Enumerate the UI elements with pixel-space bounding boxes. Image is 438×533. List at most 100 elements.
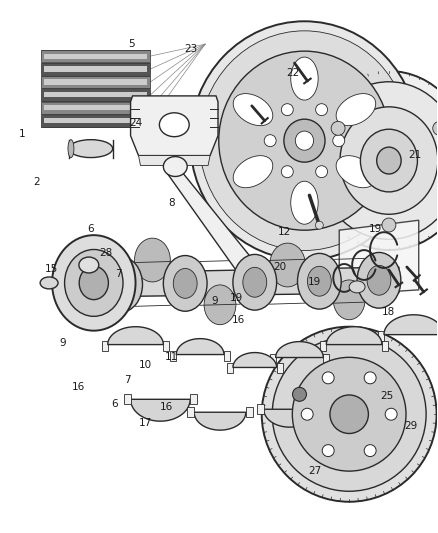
Text: 15: 15 <box>45 264 58 274</box>
Text: 29: 29 <box>404 421 417 431</box>
Ellipse shape <box>316 104 328 116</box>
Ellipse shape <box>349 281 365 293</box>
Text: 1: 1 <box>19 129 25 139</box>
Ellipse shape <box>357 253 401 308</box>
Ellipse shape <box>163 157 187 176</box>
Ellipse shape <box>237 272 273 302</box>
Ellipse shape <box>295 131 314 150</box>
Ellipse shape <box>64 249 123 317</box>
Ellipse shape <box>322 372 334 384</box>
Polygon shape <box>227 364 233 374</box>
Text: 12: 12 <box>278 227 291 237</box>
Text: 11: 11 <box>165 352 178 361</box>
Ellipse shape <box>233 254 277 310</box>
Text: 9: 9 <box>59 338 66 349</box>
Polygon shape <box>224 351 230 360</box>
Ellipse shape <box>281 166 293 177</box>
Ellipse shape <box>79 266 109 300</box>
Ellipse shape <box>297 253 341 309</box>
Ellipse shape <box>330 395 368 433</box>
Polygon shape <box>176 338 224 354</box>
Ellipse shape <box>301 408 313 420</box>
Ellipse shape <box>79 257 99 273</box>
Polygon shape <box>187 407 194 417</box>
Text: 16: 16 <box>232 314 245 325</box>
Polygon shape <box>124 394 131 404</box>
Ellipse shape <box>322 445 334 457</box>
Polygon shape <box>108 327 163 345</box>
Ellipse shape <box>307 266 331 296</box>
Ellipse shape <box>270 243 305 287</box>
Polygon shape <box>311 399 367 419</box>
Ellipse shape <box>262 327 437 502</box>
Ellipse shape <box>307 71 438 250</box>
Ellipse shape <box>173 269 197 298</box>
Ellipse shape <box>99 256 142 312</box>
Polygon shape <box>44 53 148 59</box>
Ellipse shape <box>233 156 273 188</box>
Ellipse shape <box>281 104 293 116</box>
Text: 8: 8 <box>168 198 174 208</box>
Text: 27: 27 <box>308 466 321 475</box>
Text: 10: 10 <box>138 360 152 369</box>
Ellipse shape <box>333 135 345 147</box>
Text: 24: 24 <box>130 118 143 128</box>
Text: 23: 23 <box>184 44 198 54</box>
Polygon shape <box>91 267 399 297</box>
Polygon shape <box>170 351 176 360</box>
Polygon shape <box>323 353 329 364</box>
Ellipse shape <box>367 265 391 295</box>
Polygon shape <box>44 105 148 110</box>
Ellipse shape <box>264 135 276 147</box>
Ellipse shape <box>284 119 325 162</box>
Polygon shape <box>339 220 419 295</box>
Polygon shape <box>382 341 388 351</box>
Polygon shape <box>378 330 384 341</box>
Polygon shape <box>277 364 283 374</box>
Text: 28: 28 <box>99 248 113 259</box>
Polygon shape <box>246 407 253 417</box>
Text: 19: 19 <box>308 277 321 287</box>
Polygon shape <box>326 327 382 345</box>
Text: 25: 25 <box>380 391 393 401</box>
Polygon shape <box>167 173 268 285</box>
Text: 5: 5 <box>129 39 135 49</box>
Text: 6: 6 <box>87 224 94 235</box>
Ellipse shape <box>292 357 406 471</box>
Text: 16: 16 <box>72 382 85 392</box>
Ellipse shape <box>315 221 323 229</box>
Text: 18: 18 <box>382 306 396 317</box>
Polygon shape <box>44 92 148 98</box>
Ellipse shape <box>336 156 376 188</box>
Text: 21: 21 <box>408 150 421 160</box>
Polygon shape <box>44 67 148 71</box>
Polygon shape <box>320 341 326 351</box>
Text: 16: 16 <box>160 402 173 412</box>
Polygon shape <box>190 394 197 404</box>
Ellipse shape <box>219 51 390 230</box>
Text: 7: 7 <box>116 270 122 279</box>
Ellipse shape <box>109 270 133 300</box>
Polygon shape <box>257 404 264 414</box>
Ellipse shape <box>69 140 113 158</box>
Polygon shape <box>41 76 150 88</box>
Polygon shape <box>131 399 190 421</box>
Polygon shape <box>102 341 108 351</box>
Text: 19: 19 <box>369 224 382 235</box>
Ellipse shape <box>382 218 396 232</box>
Ellipse shape <box>364 445 376 457</box>
Ellipse shape <box>233 94 273 126</box>
Polygon shape <box>131 96 218 156</box>
Polygon shape <box>367 394 374 404</box>
Ellipse shape <box>291 181 318 224</box>
Text: 19: 19 <box>230 293 243 303</box>
Ellipse shape <box>204 285 236 325</box>
Ellipse shape <box>163 255 207 311</box>
Text: 9: 9 <box>212 296 218 306</box>
Polygon shape <box>41 115 150 126</box>
Polygon shape <box>138 156 210 166</box>
Polygon shape <box>163 341 170 351</box>
Ellipse shape <box>316 166 328 177</box>
Ellipse shape <box>433 122 438 135</box>
Ellipse shape <box>364 372 376 384</box>
